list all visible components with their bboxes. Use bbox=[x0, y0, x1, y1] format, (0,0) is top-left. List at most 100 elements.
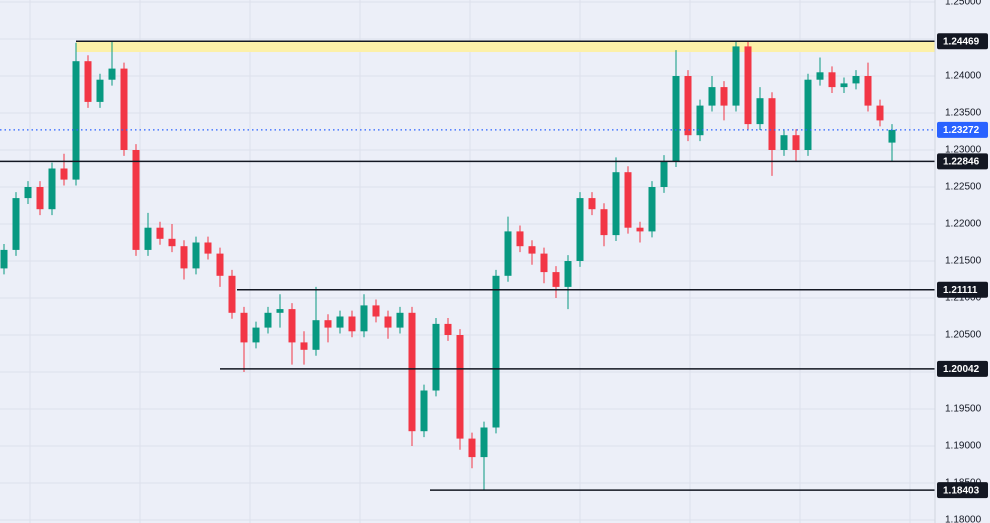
candle-body bbox=[336, 316, 344, 328]
candle-body bbox=[120, 68, 128, 150]
level-label: 1.18403 bbox=[943, 485, 980, 496]
candle-body bbox=[480, 427, 488, 458]
y-tick-label: 1.22500 bbox=[945, 182, 982, 193]
candle-body bbox=[816, 72, 824, 80]
candle-body bbox=[612, 172, 620, 236]
level-label: 1.22846 bbox=[943, 157, 980, 168]
candle-body bbox=[468, 438, 476, 458]
candle-body bbox=[12, 198, 20, 250]
level-tag bbox=[937, 482, 988, 499]
y-tick-label: 1.18000 bbox=[945, 515, 982, 523]
candle-body bbox=[888, 129, 896, 143]
level-tag bbox=[937, 281, 988, 298]
candle-body bbox=[528, 246, 536, 254]
candle-body bbox=[276, 309, 284, 313]
candle-body bbox=[564, 261, 572, 287]
y-tick-label: 1.24000 bbox=[945, 71, 982, 82]
candle-body bbox=[600, 209, 608, 236]
candle-body bbox=[648, 187, 656, 232]
candle-body bbox=[408, 312, 416, 432]
candle-body bbox=[552, 272, 560, 287]
candle-body bbox=[384, 316, 392, 328]
candle-body bbox=[720, 87, 728, 106]
candle-body bbox=[132, 150, 140, 250]
candle-body bbox=[360, 305, 368, 332]
candle-body bbox=[156, 227, 164, 239]
candle-body bbox=[744, 46, 752, 125]
candle-body bbox=[516, 231, 524, 247]
candle-body bbox=[684, 76, 692, 136]
candle-body bbox=[36, 187, 44, 210]
candle-body bbox=[780, 135, 788, 150]
candle-body bbox=[840, 83, 848, 88]
level-tag bbox=[937, 33, 988, 50]
candle-body bbox=[312, 320, 320, 350]
y-tick-label: 1.23500 bbox=[945, 108, 982, 119]
level-label: 1.24469 bbox=[943, 36, 980, 47]
y-tick-label: 1.22000 bbox=[945, 219, 982, 230]
candle-body bbox=[504, 231, 512, 276]
level-label: 1.21111 bbox=[943, 285, 978, 296]
candle-body bbox=[348, 316, 356, 332]
candle-body bbox=[876, 105, 884, 121]
candle-body bbox=[192, 242, 200, 269]
candle-body bbox=[804, 79, 812, 150]
candle-body bbox=[768, 98, 776, 150]
candle-body bbox=[288, 309, 296, 343]
candle-body bbox=[108, 68, 116, 80]
candle-body bbox=[240, 312, 248, 343]
candle-body bbox=[492, 275, 500, 428]
level-tag bbox=[937, 360, 988, 377]
candle-body bbox=[708, 87, 716, 106]
candle-body bbox=[864, 76, 872, 106]
level-label: 1.20042 bbox=[943, 364, 980, 375]
y-tick-label: 1.23000 bbox=[945, 145, 982, 156]
candle-body bbox=[672, 76, 680, 162]
candle-body bbox=[84, 61, 92, 102]
candle-body bbox=[588, 198, 596, 210]
y-tick-label: 1.25000 bbox=[945, 0, 982, 8]
candle-body bbox=[24, 187, 32, 199]
candle-body bbox=[168, 238, 176, 247]
candle-body bbox=[372, 305, 380, 317]
current-price-tag bbox=[937, 121, 988, 138]
y-tick-label: 1.19000 bbox=[945, 441, 982, 452]
candle-body bbox=[828, 72, 836, 88]
candle-body bbox=[576, 198, 584, 261]
candle-body bbox=[696, 105, 704, 136]
candle-body bbox=[396, 312, 404, 328]
candle-body bbox=[252, 327, 260, 343]
candle-body bbox=[540, 253, 548, 273]
candle-body bbox=[300, 342, 308, 350]
candle-body bbox=[444, 323, 452, 335]
candle-body bbox=[792, 135, 800, 150]
candle-body bbox=[216, 253, 224, 276]
y-tick-label: 1.20500 bbox=[945, 330, 982, 341]
candle-body bbox=[60, 168, 68, 180]
candle-body bbox=[72, 61, 80, 180]
y-tick-label: 1.19500 bbox=[945, 404, 982, 415]
candle-body bbox=[624, 172, 632, 228]
candle-body bbox=[228, 275, 236, 313]
candle-body bbox=[96, 79, 104, 102]
candle-body bbox=[204, 242, 212, 254]
candle-body bbox=[180, 246, 188, 269]
candle-body bbox=[144, 227, 152, 250]
y-tick-label: 1.21500 bbox=[945, 256, 982, 267]
candle-body bbox=[264, 312, 272, 328]
current-price-label: 1.23272 bbox=[943, 125, 980, 136]
candle-body bbox=[852, 76, 860, 84]
candle-body bbox=[660, 161, 668, 187]
level-tag bbox=[937, 153, 988, 170]
candle-body bbox=[324, 320, 332, 328]
candle-body bbox=[432, 323, 440, 391]
candle-body bbox=[456, 335, 464, 439]
candle-body bbox=[0, 249, 8, 269]
supply-zone bbox=[76, 41, 935, 53]
y-tick-label: 1.21000 bbox=[945, 293, 982, 304]
candle-body bbox=[636, 227, 644, 232]
candle-body bbox=[732, 46, 740, 106]
candle-body bbox=[420, 390, 428, 432]
candle-body bbox=[756, 98, 764, 125]
